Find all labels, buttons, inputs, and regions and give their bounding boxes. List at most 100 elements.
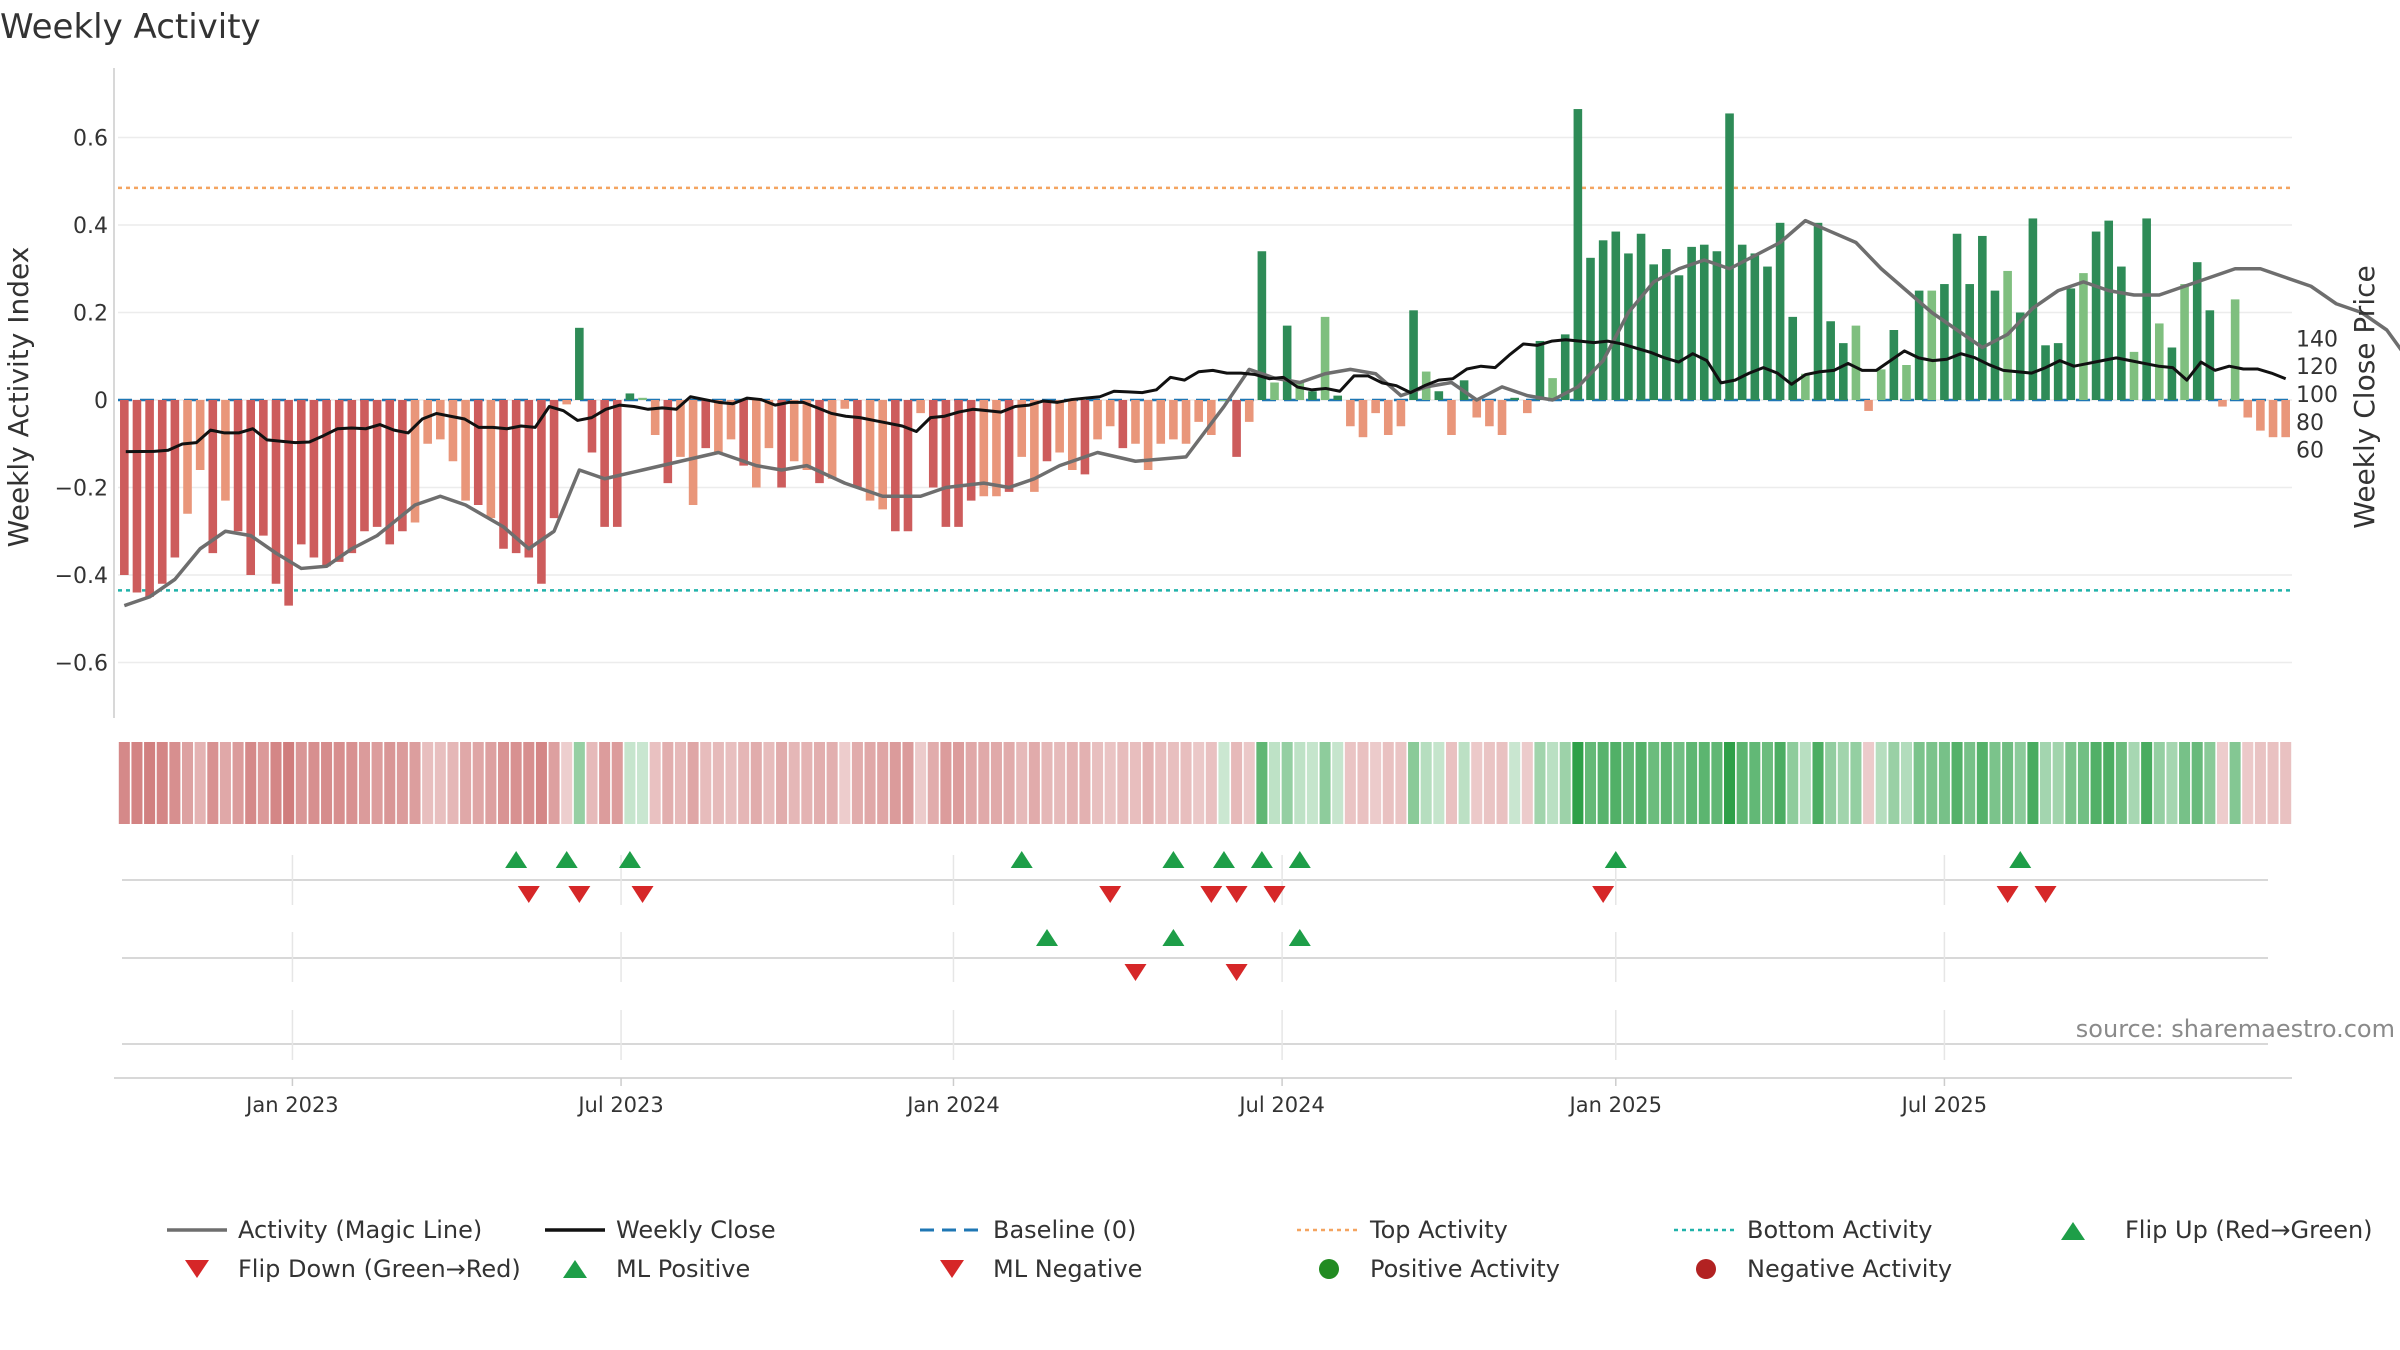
- activity-bar: [1207, 400, 1216, 435]
- activity-bar: [372, 400, 382, 527]
- activity-bar: [208, 400, 218, 554]
- activity-bar: [1383, 400, 1393, 435]
- legend-label-ml-negative: ML Negative: [993, 1255, 1142, 1283]
- x-tick-label: Jul 2023: [576, 1093, 663, 1117]
- heat-strip-cell: [1547, 742, 1559, 824]
- activity-bar: [928, 400, 938, 488]
- activity-bar: [145, 400, 154, 597]
- heat-strip-cell: [1003, 742, 1015, 824]
- heat-strip-cell: [2216, 742, 2229, 824]
- heat-strip-cell: [586, 742, 598, 824]
- heat-strip-cell: [371, 742, 383, 824]
- heat-strip-cell: [1635, 742, 1647, 824]
- heat-strip-cell: [1749, 742, 1761, 824]
- heat-strip-cell: [2052, 742, 2064, 824]
- heat-strip-cell: [1231, 742, 1243, 824]
- legend-swatch-negative-activity: [1696, 1259, 1716, 1279]
- activity-bar: [2015, 312, 2025, 400]
- heat-strip-cell: [1989, 742, 2001, 824]
- heat-strip-cell: [1370, 742, 1382, 824]
- activity-bar: [1535, 340, 1545, 400]
- activity-bar: [1143, 400, 1153, 470]
- activity-bar: [650, 400, 660, 435]
- activity-bar: [511, 400, 521, 554]
- x-tick-label: Jul 2025: [1900, 1093, 1987, 1117]
- activity-bar: [865, 400, 875, 501]
- activity-bar: [1358, 400, 1368, 438]
- heat-strip-cell: [219, 742, 231, 824]
- heat-strip-cell: [447, 742, 459, 824]
- activity-bar: [840, 400, 850, 409]
- heat-strip-cell: [169, 742, 181, 824]
- heat-strip-cell: [1028, 742, 1040, 824]
- activity-bar: [638, 397, 647, 400]
- heat-strip-cell: [358, 742, 370, 824]
- activity-bar: [1662, 249, 1671, 400]
- heat-strip-cell: [1483, 742, 1495, 824]
- heat-strip-cell: [978, 742, 990, 824]
- activity-bar: [1864, 400, 1873, 411]
- x-axis: Jan 2023 Jul 2023 Jan 2024 Jul 2024 Jan 2025…: [114, 1077, 2292, 1117]
- left-tick-label: 0: [94, 389, 108, 414]
- activity-bar: [423, 400, 432, 444]
- activity-bar: [941, 400, 951, 527]
- ml-positive-marker: [1162, 929, 1185, 946]
- activity-heat-strip: [118, 742, 2292, 824]
- activity-bar: [853, 400, 862, 488]
- activity-bar: [1775, 222, 1785, 400]
- activity-bar: [537, 400, 546, 584]
- activity-bar: [714, 400, 723, 453]
- left-axis-title: Weekly Activity Index: [2, 247, 35, 548]
- activity-bar: [1017, 400, 1027, 457]
- activity-bar: [2218, 400, 2227, 407]
- activity-bar: [1699, 244, 1709, 400]
- heat-strip-cell: [927, 742, 939, 824]
- heat-strip-cell: [2191, 742, 2203, 824]
- heat-strip-cell: [763, 742, 775, 824]
- heat-strip-cell: [2280, 742, 2292, 824]
- heat-strip-cell: [1521, 742, 1533, 824]
- activity-bar: [2079, 273, 2088, 400]
- heat-strip-cell: [1458, 742, 1470, 824]
- activity-bar: [2205, 310, 2215, 400]
- heat-strip-cell: [1673, 742, 1685, 824]
- heat-strip-cell: [1534, 742, 1546, 824]
- activity-bar: [1889, 330, 1899, 400]
- left-tick-label: 0.6: [73, 127, 108, 152]
- heat-strip-cell: [2204, 742, 2216, 824]
- legend-swatch-positive-activity: [1319, 1259, 1339, 1279]
- activity-bar: [195, 400, 205, 470]
- activity-bar: [2066, 288, 2076, 400]
- heat-strip-cell: [118, 742, 130, 824]
- activity-bar: [1598, 240, 1608, 400]
- flip-up-marker: [1010, 851, 1033, 868]
- activity-bar: [1725, 113, 1734, 400]
- heat-strip-cell: [144, 742, 156, 824]
- activity-bar: [954, 400, 963, 527]
- activity-bar: [625, 393, 635, 400]
- activity-bar: [322, 400, 331, 567]
- heat-strip-cell: [1976, 742, 1988, 824]
- right-axis-title: Weekly Close Price: [2348, 265, 2381, 528]
- heat-strip-cell: [1180, 742, 1192, 824]
- activity-bar: [1396, 400, 1406, 427]
- legend-swatch-ml-positive: [563, 1260, 587, 1278]
- signal-markers: [122, 851, 2268, 1060]
- activity-bar: [334, 400, 344, 562]
- activity-bar: [410, 400, 420, 523]
- heat-strip-cell: [181, 742, 194, 824]
- activity-bar: [979, 400, 989, 497]
- heat-strip-cell: [611, 742, 623, 824]
- activity-bar: [1990, 290, 2000, 400]
- heat-strip-cell: [308, 742, 320, 824]
- legend-label-weekly-close: Weekly Close: [616, 1216, 776, 1244]
- heat-strip-cell: [965, 742, 977, 824]
- activity-bar: [1244, 400, 1254, 422]
- heat-strip-cell: [1218, 742, 1230, 824]
- heat-strip-cell: [1610, 742, 1622, 824]
- legend-swatch-flip-down: [185, 1260, 209, 1278]
- heat-strip-cell: [1054, 742, 1066, 824]
- activity-bar: [271, 400, 281, 584]
- activity-bar: [2180, 284, 2189, 400]
- heat-strip-cell: [1167, 742, 1179, 824]
